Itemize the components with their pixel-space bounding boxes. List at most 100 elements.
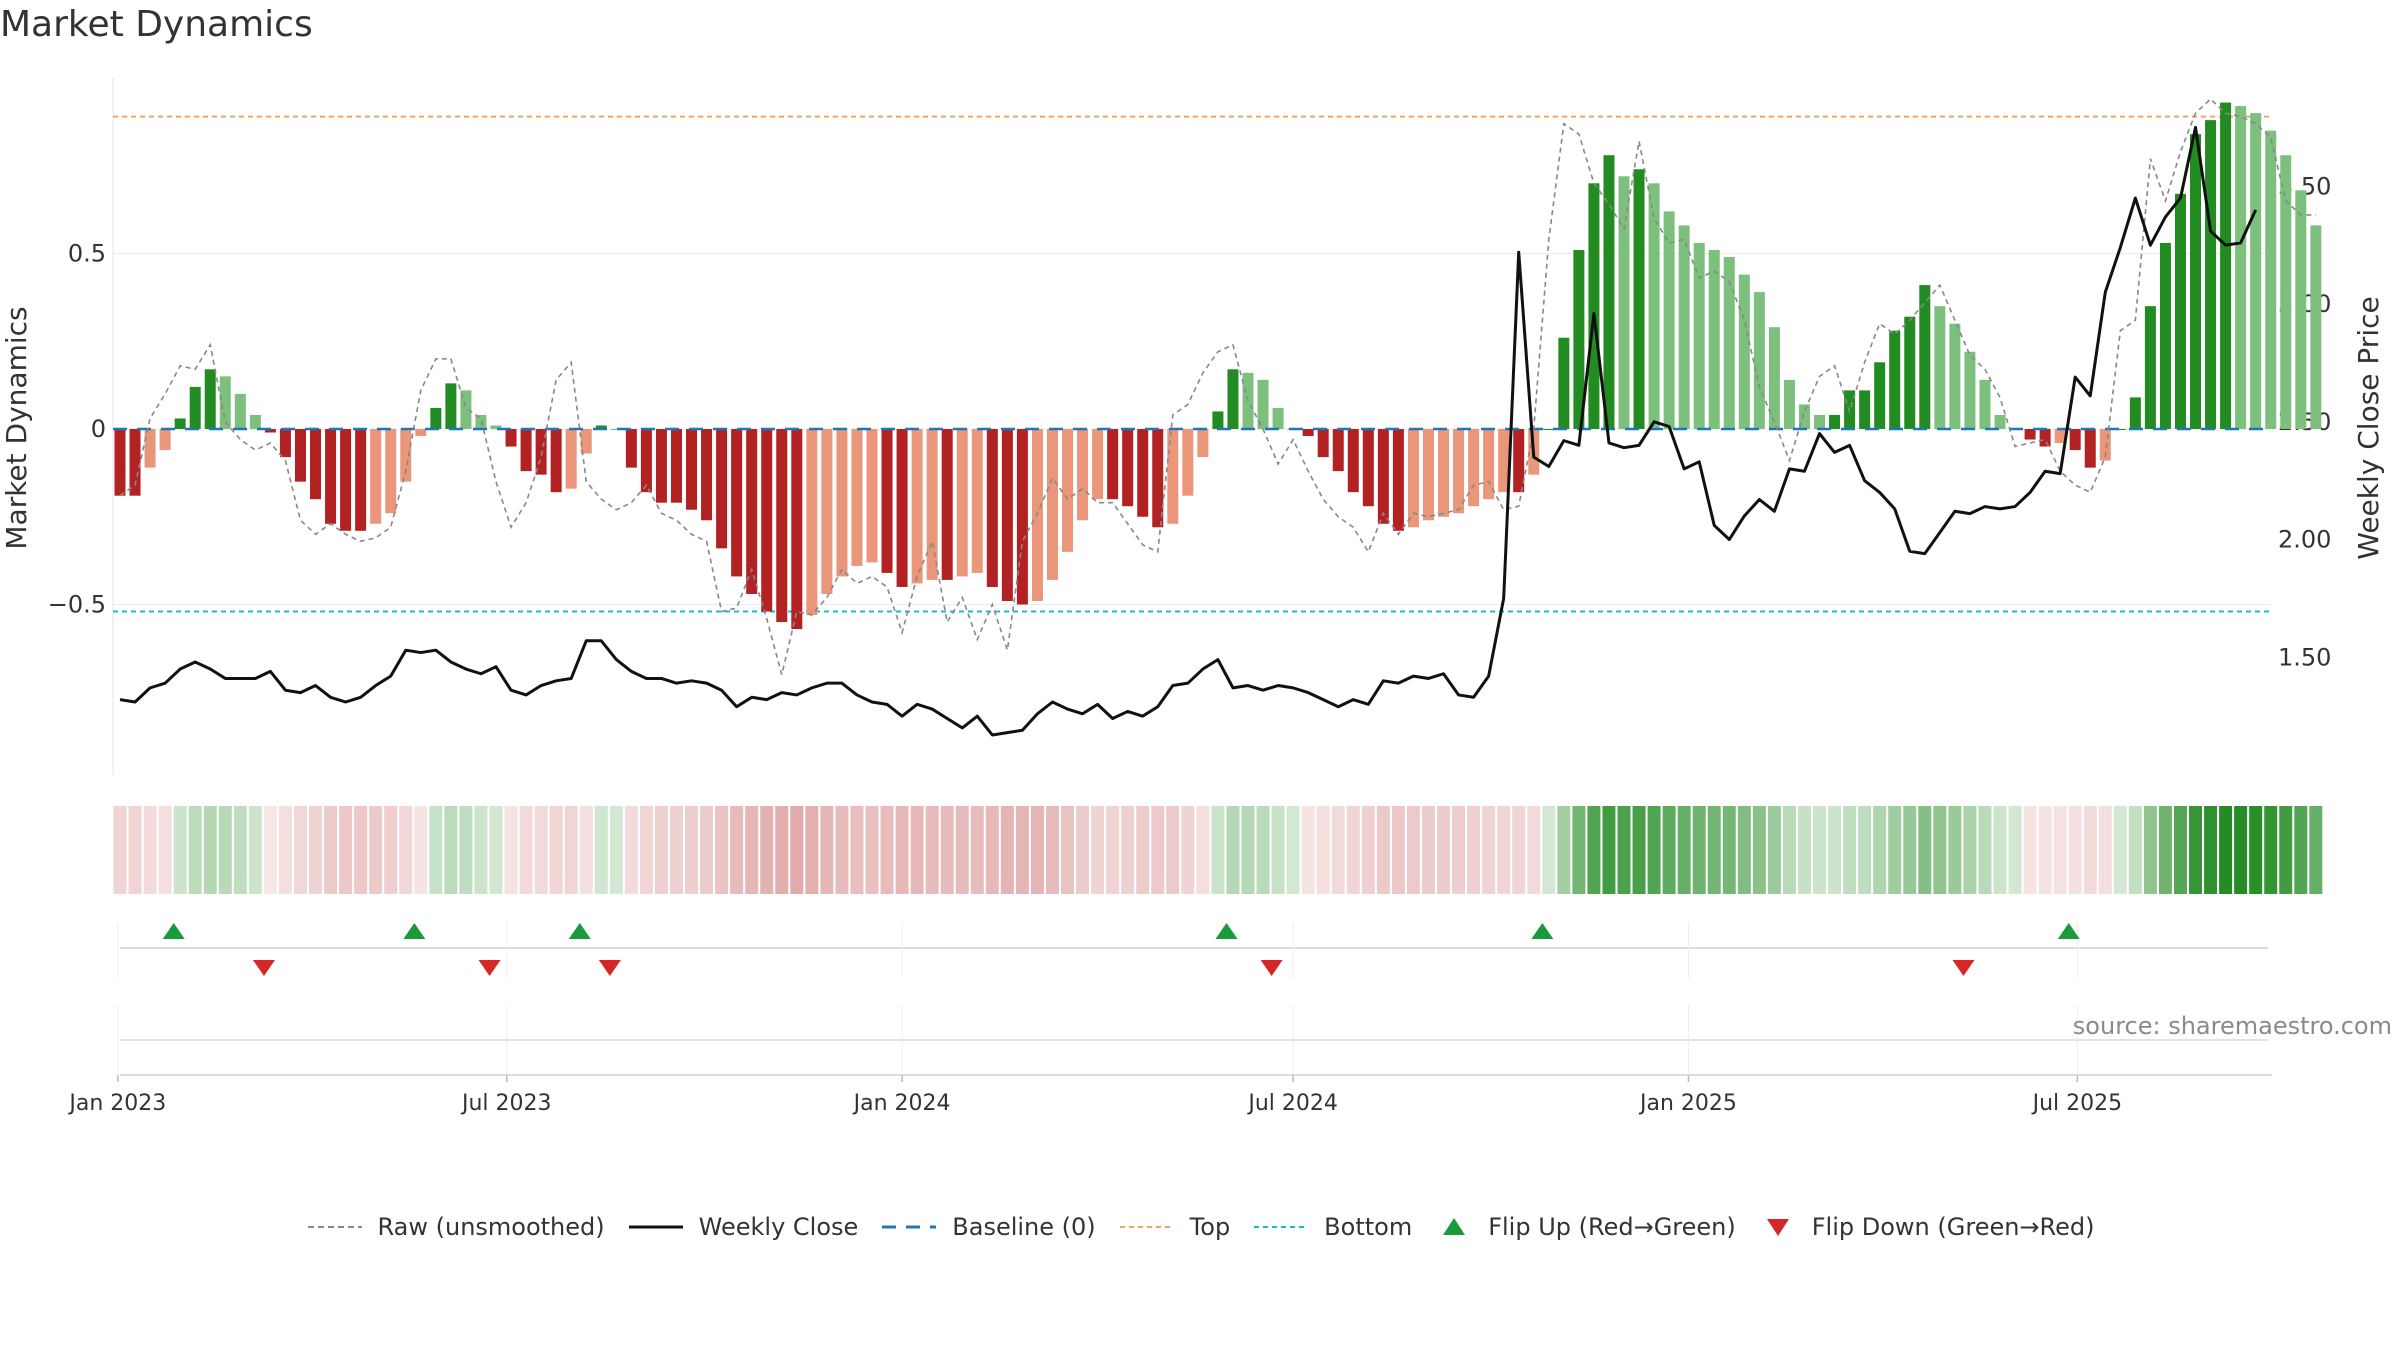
legend-label-flip-up: Flip Up (Red→Green) xyxy=(1488,1213,1736,1241)
dynamics-bar xyxy=(475,414,487,429)
regime-strip-cell xyxy=(1752,806,1766,894)
dynamics-bar xyxy=(1377,429,1389,524)
dynamics-bar xyxy=(2295,190,2307,429)
regime-strip-cell xyxy=(1106,806,1120,894)
legend-label-baseline: Baseline (0) xyxy=(952,1213,1096,1241)
regime-strip-cell xyxy=(685,806,699,894)
regime-strip-cell xyxy=(745,806,759,894)
dynamics-bar xyxy=(445,383,457,429)
regime-strip-cell xyxy=(1948,806,1962,894)
dynamics-bar xyxy=(776,429,788,623)
dynamics-bar xyxy=(1167,429,1179,524)
regime-strip-cell xyxy=(730,806,744,894)
regime-strip-cell xyxy=(1376,806,1390,894)
x-tick-label: Jan 2024 xyxy=(852,1091,951,1116)
x-tick-label: Jul 2024 xyxy=(1246,1091,1338,1116)
dynamics-bar xyxy=(1919,285,1931,429)
regime-strip-cell xyxy=(1437,806,1451,894)
dynamics-bar xyxy=(716,429,728,549)
regime-strip-cell xyxy=(820,806,834,894)
dynamics-bar xyxy=(114,429,126,496)
regime-strip-cell xyxy=(1677,806,1691,894)
dynamics-bar xyxy=(986,429,998,587)
dynamics-bar xyxy=(1678,225,1690,429)
regime-strip-cell xyxy=(1527,806,1541,894)
regime-strip-cell xyxy=(594,806,608,894)
regime-strip-cell xyxy=(1617,806,1631,894)
regime-strip-cell xyxy=(1226,806,1240,894)
dynamics-bar xyxy=(1708,249,1720,429)
regime-strip-cell xyxy=(564,806,578,894)
flip-down-marker xyxy=(598,960,621,976)
dynamics-bar xyxy=(731,429,743,577)
dynamics-bar xyxy=(761,429,773,612)
regime-strip-cell xyxy=(1346,806,1360,894)
dynamics-bar xyxy=(941,429,953,580)
regime-strip-cell xyxy=(790,806,804,894)
legend-item-bottom: Bottom xyxy=(1252,1213,1412,1241)
regime-strip-cell xyxy=(1482,806,1496,894)
dynamics-bar xyxy=(550,429,562,493)
regime-strip-cell xyxy=(2083,806,2097,894)
regime-strip-cell xyxy=(2008,806,2022,894)
regime-strip-cell xyxy=(188,806,202,894)
regime-strip-cell xyxy=(880,806,894,894)
regime-strip-cell xyxy=(1271,806,1285,894)
dynamics-bar xyxy=(2099,429,2111,461)
y-tick-label: −0.5 xyxy=(48,591,106,619)
dynamics-bar xyxy=(2220,102,2232,429)
dynamics-bar xyxy=(2129,397,2141,429)
dynamics-bar xyxy=(355,429,367,531)
dynamics-bar xyxy=(1889,330,1901,429)
regime-strip-cell xyxy=(760,806,774,894)
dynamics-bar xyxy=(159,429,171,451)
regime-strip-cell xyxy=(1707,806,1721,894)
legend-label-close: Weekly Close xyxy=(698,1213,859,1241)
dynamics-bar xyxy=(821,429,833,594)
dynamics-bar xyxy=(1603,155,1615,429)
legend-item-flip-down: Flip Down (Green→Red) xyxy=(1758,1213,2095,1241)
close-swatch-icon xyxy=(628,1225,683,1229)
regime-strip-cell xyxy=(1452,806,1466,894)
regime-strip-cell xyxy=(835,806,849,894)
flip-down-marker xyxy=(1260,960,1283,976)
dynamics-bar xyxy=(2265,130,2277,429)
dynamics-bar xyxy=(806,429,818,616)
y2-tick-label: 2.00 xyxy=(2278,526,2331,554)
dynamics-bar xyxy=(1438,429,1450,517)
dynamics-bar xyxy=(1753,292,1765,429)
regime-strip-cell xyxy=(1767,806,1781,894)
regime-strip-cell xyxy=(1467,806,1481,894)
regime-strip-cell xyxy=(354,806,368,894)
regime-strip-cell xyxy=(1933,806,1947,894)
regime-strip-cell xyxy=(669,806,683,894)
dynamics-bar xyxy=(1062,429,1074,552)
dynamics-bar xyxy=(1648,183,1660,429)
dynamics-bar xyxy=(2144,306,2156,429)
regime-strip-cell xyxy=(369,806,383,894)
dynamics-bar xyxy=(1016,429,1028,605)
regime-strip-cell xyxy=(1587,806,1601,894)
regime-strip-cell xyxy=(1602,806,1616,894)
regime-strip-cell xyxy=(1421,806,1435,894)
regime-strip-cell xyxy=(1873,806,1887,894)
dynamics-bar xyxy=(415,429,427,437)
dynamics-bar xyxy=(926,429,938,580)
regime-strip-cell xyxy=(2053,806,2067,894)
regime-strip-cell xyxy=(1121,806,1135,894)
flip-down-marker xyxy=(252,960,275,976)
dynamics-bar xyxy=(1422,429,1434,521)
flip-up-marker xyxy=(1215,923,1238,939)
regime-strip-cell xyxy=(519,806,533,894)
regime-strip-cell xyxy=(549,806,563,894)
dynamics-bar xyxy=(505,429,517,447)
legend-item-close: Weekly Close xyxy=(627,1213,859,1241)
flip-down-marker xyxy=(1952,960,1975,976)
triangle-up-icon xyxy=(1443,1218,1466,1235)
legend-label-raw: Raw (unsmoothed) xyxy=(377,1213,605,1241)
dynamics-bar xyxy=(340,429,352,531)
flip-down-marker xyxy=(478,960,501,976)
regime-strip-cell xyxy=(1813,806,1827,894)
regime-strip-cell xyxy=(1782,806,1796,894)
dynamics-bar xyxy=(1332,429,1344,472)
